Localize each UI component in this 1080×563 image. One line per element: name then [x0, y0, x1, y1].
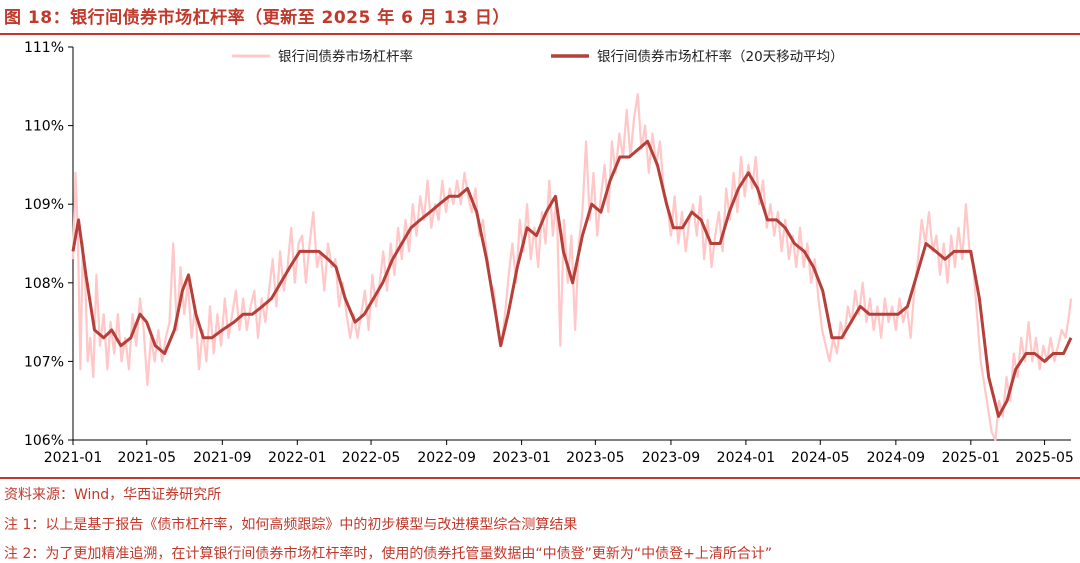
x-tick-label: 2022-05 — [342, 450, 401, 466]
figure-title: 图 18：银行间债券市场杠杆率（更新至 2025 年 6 月 13 日） — [4, 8, 510, 28]
y-tick-label: 107% — [24, 354, 64, 370]
x-tick-label: 2021-09 — [193, 450, 252, 466]
leverage-line-chart: 106% 107% 108% 109% 110% 111% 2021-01 2021-05 20… — [24, 40, 1074, 466]
x-tick-label: 2023-01 — [492, 450, 551, 466]
footer-rule — [0, 477, 1080, 479]
x-tick-label: 2022-09 — [417, 450, 476, 466]
y-tick-label: 108% — [24, 276, 64, 292]
chart-legend: 银行间债券市场杠杆率 银行间债券市场杠杆率（20天移动平均） — [232, 48, 844, 65]
x-tick-label: 2024-05 — [791, 450, 850, 466]
x-tick-label: 2022-01 — [268, 450, 327, 466]
chart-series — [71, 93, 1073, 442]
footnote-1: 注 1：以上是基于报告《债市杠杆率，如何高频跟踪》中的初步模型与改进模型综合测算… — [4, 517, 578, 533]
x-tick-label: 2024-01 — [717, 450, 776, 466]
y-tick-label: 109% — [24, 197, 64, 213]
x-tick-label: 2021-01 — [44, 450, 103, 466]
x-tick-label: 2025-05 — [1015, 450, 1074, 466]
x-tick-label: 2024-09 — [867, 450, 926, 466]
y-tick-label: 106% — [24, 433, 64, 449]
footnote-2: 注 2：为了更加精准追溯，在计算银行间债券市场杠杆率时，使用的债券托管量数据由“… — [4, 546, 773, 562]
title-rule — [0, 33, 1080, 35]
y-tick-label: 110% — [24, 119, 64, 135]
source-note: 资料来源：Wind，华西证券研究所 — [4, 487, 222, 503]
series-line-leverage — [71, 93, 1073, 442]
y-tick-label: 111% — [24, 40, 64, 56]
x-tick-label: 2023-09 — [642, 450, 701, 466]
x-tick-label: 2025-01 — [942, 450, 1001, 466]
series-line-moving-average — [71, 139, 1073, 418]
chart-axes: 106% 107% 108% 109% 110% 111% 2021-01 2021-05 20… — [24, 40, 1074, 466]
x-tick-label: 2021-05 — [117, 450, 176, 466]
x-tick-label: 2023-05 — [566, 450, 625, 466]
legend-label: 银行间债券市场杠杆率（20天移动平均） — [597, 48, 844, 65]
legend-label: 银行间债券市场杠杆率 — [278, 48, 413, 65]
